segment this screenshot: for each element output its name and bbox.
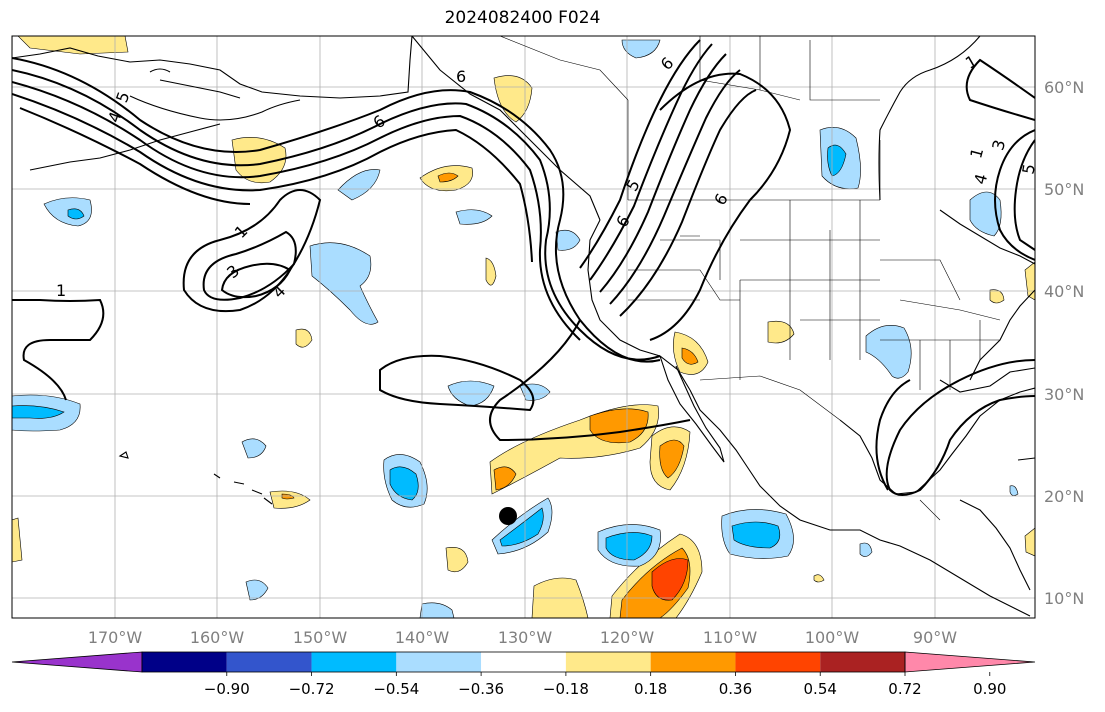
positive-area xyxy=(17,36,129,55)
lon-tick-label: 160°W xyxy=(190,628,245,647)
positive-area xyxy=(493,466,517,491)
coastlines xyxy=(12,36,1035,617)
anomaly-shading xyxy=(12,36,1035,618)
lat-tick-label: 50°N xyxy=(1044,180,1084,199)
lon-tick-label: 120°W xyxy=(600,628,655,647)
colorbar-bin xyxy=(650,652,736,672)
positive-area xyxy=(281,493,295,500)
colorbar-label: 0.36 xyxy=(719,680,752,698)
negative-area xyxy=(245,579,269,601)
negative-area xyxy=(1009,485,1019,496)
negative-area xyxy=(419,602,455,618)
negative-area xyxy=(555,229,581,251)
contour-label: 6 xyxy=(456,67,466,86)
contour-label: 1 xyxy=(966,146,987,161)
colorbar-label: 0.72 xyxy=(888,680,921,698)
lon-tick-label: 140°W xyxy=(395,628,450,647)
colorbar-label: −0.36 xyxy=(458,680,504,698)
contour-lines xyxy=(12,39,1035,496)
lat-tick-label: 10°N xyxy=(1044,589,1084,608)
negative-area xyxy=(337,169,381,201)
contour-label: 1 xyxy=(56,281,66,300)
colorbar-label: 0.54 xyxy=(804,680,837,698)
positive-area xyxy=(445,547,469,573)
positive-area xyxy=(12,517,23,563)
negative-area xyxy=(455,209,493,225)
colorbar-label: 0.90 xyxy=(973,680,1006,698)
borders xyxy=(499,36,1001,521)
positive-area xyxy=(485,257,497,286)
negative-area xyxy=(499,507,544,547)
negative-area xyxy=(241,438,267,459)
colorbar: −0.90 −0.72 −0.54 −0.36 −0.18 0.18 0.36 0.54 0.7… xyxy=(11,651,1036,698)
lon-tick-label: 130°W xyxy=(498,628,553,647)
storm-center-marker xyxy=(499,507,517,525)
colorbar-under-extension xyxy=(11,651,143,673)
lat-tick-label: 30°N xyxy=(1044,385,1084,404)
lon-tick-label: 100°W xyxy=(805,628,860,647)
colorbar-bin xyxy=(311,652,397,672)
colorbar-bin xyxy=(481,652,566,672)
negative-area xyxy=(731,521,781,549)
lon-tick-label: 90°W xyxy=(913,628,957,647)
map-frame xyxy=(11,35,1036,619)
colorbar-bin xyxy=(226,652,312,672)
map-title: 2024082400 F024 xyxy=(444,8,601,28)
colorbar-label: 0.18 xyxy=(634,680,667,698)
positive-area xyxy=(295,328,313,348)
positive-area xyxy=(813,574,825,583)
negative-area xyxy=(447,380,495,407)
positive-area xyxy=(651,558,689,601)
latitude-axis: 60°N 50°N 40°N 30°N 20°N 10°N xyxy=(1044,78,1084,608)
negative-area xyxy=(12,405,65,419)
negative-area xyxy=(969,191,1002,237)
contour-label: 5 xyxy=(1018,162,1038,175)
positive-area xyxy=(767,320,795,344)
positive-area xyxy=(1024,261,1035,301)
lat-tick-label: 60°N xyxy=(1044,78,1084,97)
positive-area xyxy=(269,490,311,509)
negative-area xyxy=(865,325,912,379)
map-area: 1 1 3 4 6 6 5 6 6 6 1 1 3 4 5 4 5 xyxy=(12,36,1038,618)
colorbar-bin xyxy=(396,652,482,672)
colorbar-frame xyxy=(141,651,906,673)
positive-area xyxy=(659,439,685,479)
colorbar-label: −0.18 xyxy=(543,680,589,698)
colorbar-label: −0.72 xyxy=(289,680,335,698)
colorbar-label: −0.90 xyxy=(204,680,250,698)
positive-area xyxy=(1024,527,1035,557)
contour-label: 3 xyxy=(988,138,1009,153)
negative-area xyxy=(389,466,419,501)
lon-tick-label: 170°W xyxy=(88,628,143,647)
negative-area xyxy=(621,39,661,59)
colorbar-bin xyxy=(735,652,821,672)
longitude-axis: 170°W 160°W 150°W 140°W 130°W 120°W 110°… xyxy=(88,628,957,647)
negative-area xyxy=(859,542,873,557)
colorbar-bin xyxy=(820,652,905,672)
colorbar-bin xyxy=(565,652,651,672)
positive-area xyxy=(231,137,287,184)
lat-tick-label: 40°N xyxy=(1044,282,1084,301)
positive-area xyxy=(681,347,699,365)
colorbar-bin xyxy=(142,652,227,672)
colorbar-label: −0.54 xyxy=(373,680,419,698)
positive-area xyxy=(437,172,459,183)
negative-area xyxy=(309,242,379,325)
colorbar-over-extension xyxy=(904,651,1036,673)
negative-area xyxy=(605,532,653,561)
lat-tick-label: 20°N xyxy=(1044,487,1084,506)
lon-tick-label: 150°W xyxy=(293,628,348,647)
gridlines xyxy=(12,36,1035,618)
negative-area xyxy=(67,208,85,220)
lon-tick-label: 110°W xyxy=(703,628,758,647)
positive-area xyxy=(989,289,1005,304)
contour-label: 4 xyxy=(970,172,991,187)
